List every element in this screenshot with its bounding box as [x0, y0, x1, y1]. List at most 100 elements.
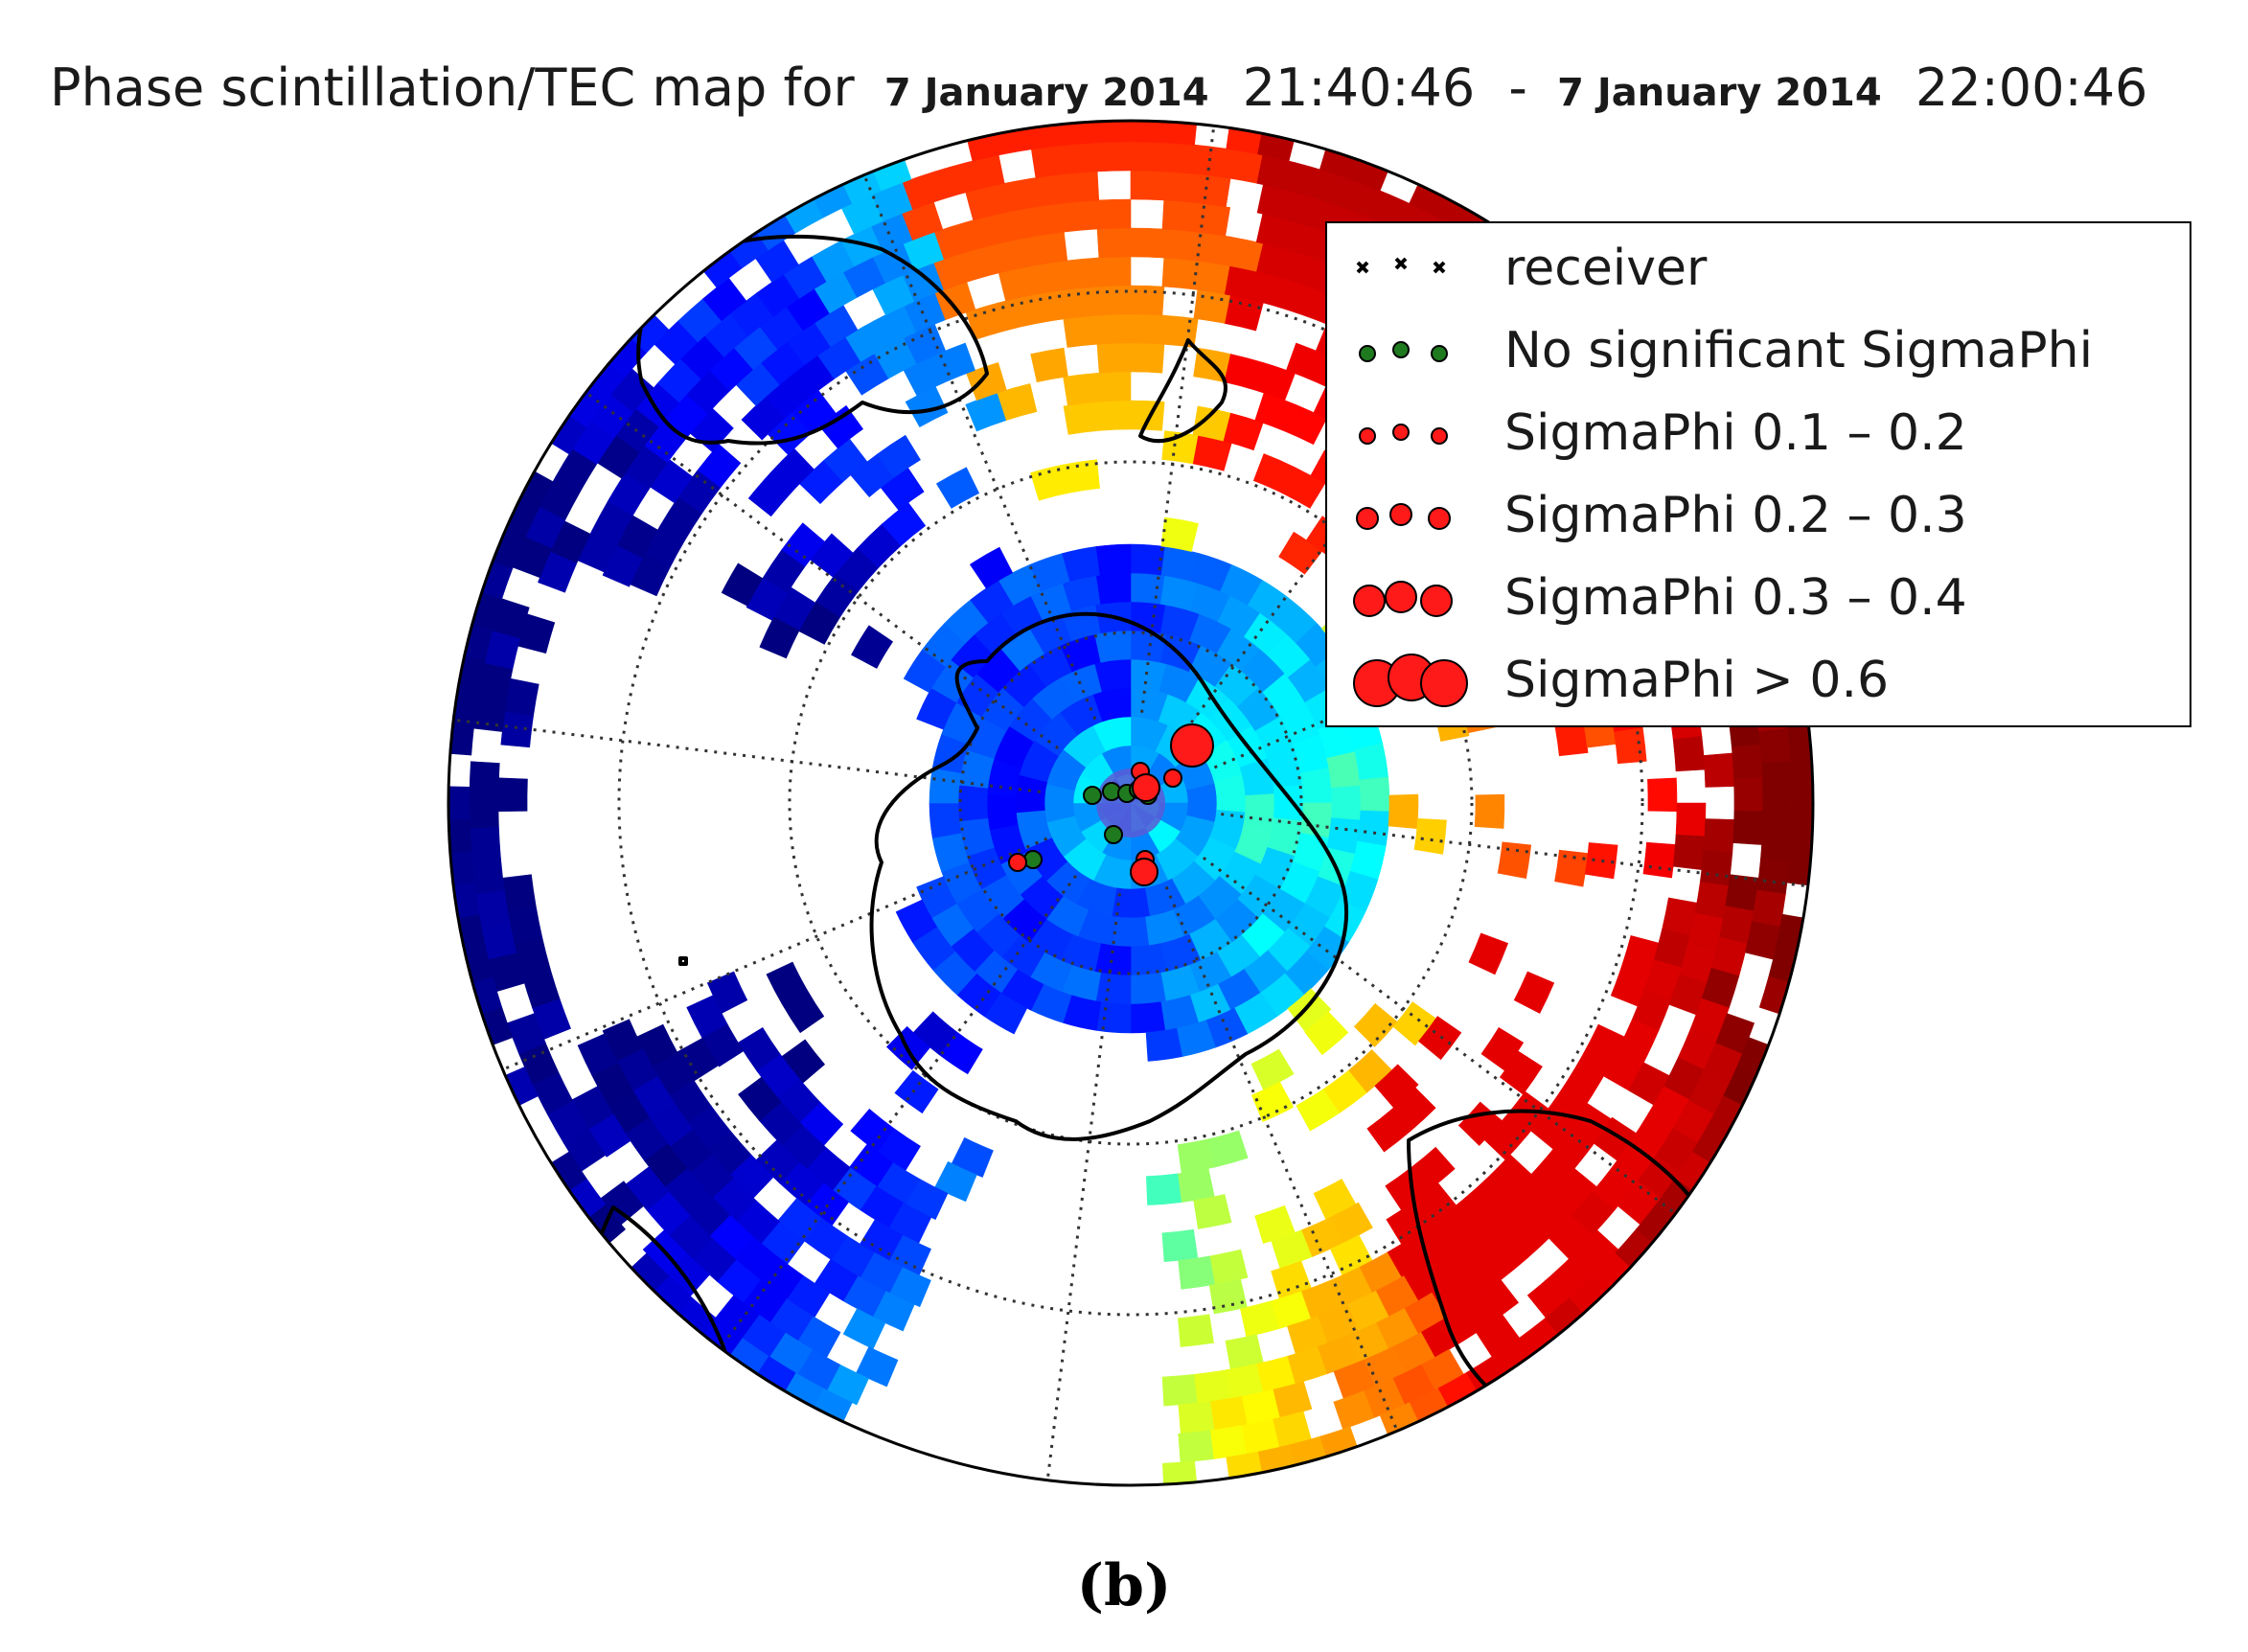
tec-cell	[500, 711, 534, 748]
tec-cell	[1095, 543, 1132, 576]
tec-cell	[577, 1033, 619, 1076]
red-dot-small-icon	[1359, 424, 1448, 445]
legend-item-sigmaphi-0.3-0.4: SigmaPhi 0.3 – 0.4	[1327, 557, 2190, 639]
tec-cell	[1178, 1401, 1215, 1434]
sigmaphi-0.3-0.4-point	[1132, 773, 1160, 802]
tec-cell	[998, 121, 1036, 155]
tec-cell	[471, 858, 505, 895]
tec-cell	[1161, 199, 1198, 232]
tec-cell	[1130, 572, 1166, 605]
red-dot-xlarge-icon	[1353, 654, 1468, 707]
tec-cell	[1642, 841, 1676, 879]
legend-item-sigmaphi-0.2-0.3: SigmaPhi 0.2 – 0.3	[1327, 474, 2190, 557]
tec-cell	[1304, 1011, 1349, 1056]
sigmaphi-0.1-0.2-point	[1008, 853, 1027, 872]
tec-cell	[470, 826, 501, 861]
tec-cell	[1789, 818, 1813, 854]
tec-cell	[1178, 1314, 1214, 1347]
tec-cell	[1096, 313, 1132, 345]
tec-cell	[1273, 784, 1304, 822]
meridian-line	[1213, 535, 1759, 769]
no-significant-point	[1104, 825, 1123, 844]
legend-label: SigmaPhi 0.2 – 0.3	[1504, 487, 1967, 544]
tec-cell	[473, 695, 508, 732]
tec-cell	[1225, 149, 1264, 184]
tec-cell	[1161, 142, 1198, 174]
red-dot-large-icon	[1353, 581, 1453, 617]
tec-cell	[1063, 373, 1100, 406]
title-end-date: 7 January 2014	[1557, 71, 1882, 115]
tec-cell	[1064, 257, 1100, 290]
tec-cell	[1296, 1089, 1341, 1132]
tec-cell	[1186, 783, 1218, 823]
tec-cell	[721, 562, 764, 607]
tec-cell	[1193, 1369, 1231, 1404]
tec-cell	[1758, 727, 1791, 764]
tec-cell	[1162, 121, 1198, 146]
meridian-line	[1045, 893, 1121, 1480]
tec-cell	[1130, 400, 1165, 431]
x-icon	[1356, 257, 1446, 274]
tec-cell	[1213, 774, 1247, 814]
no-significant-point	[1083, 786, 1102, 805]
tec-cell	[1161, 228, 1198, 262]
tec-cell	[969, 546, 1014, 589]
tec-cell	[1130, 313, 1165, 345]
legend-label: SigmaPhi 0.3 – 0.4	[1504, 569, 1967, 627]
legend-label: No significant SigmaPhi	[1504, 322, 2094, 379]
meridian-line	[502, 837, 1048, 1071]
tec-cell	[1096, 342, 1132, 374]
tec-cell	[1751, 889, 1786, 928]
legend-label: SigmaPhi > 0.6	[1504, 652, 1890, 709]
tec-cell	[894, 1069, 939, 1114]
meridian-line	[1202, 856, 1677, 1215]
tec-cell	[957, 784, 989, 822]
tec-cell	[1468, 932, 1509, 975]
tec-cell	[1112, 916, 1150, 948]
legend: receiver No significant SigmaPhi SigmaPh…	[1325, 221, 2191, 727]
tec-cell	[935, 467, 980, 509]
tec-cell	[1366, 1108, 1411, 1153]
tec-cell	[448, 786, 470, 820]
legend-item-sigmaphi-0.1-0.2: SigmaPhi 0.1 – 0.2	[1327, 392, 2190, 474]
tec-cell	[504, 677, 539, 717]
legend-label: receiver	[1504, 240, 1708, 297]
tec-cell	[1096, 227, 1132, 259]
tec-cell	[497, 777, 528, 813]
tec-cell	[1776, 913, 1812, 952]
tec-cell	[1357, 810, 1390, 847]
tec-cell	[1786, 850, 1813, 887]
tec-cell	[1064, 171, 1100, 203]
tec-cell	[1030, 347, 1068, 383]
legend-item-receiver: receiver	[1327, 227, 2190, 310]
tec-cell	[1474, 793, 1505, 829]
tec-cell	[1614, 727, 1647, 765]
tec-cell	[502, 874, 537, 912]
tec-cell	[1030, 173, 1067, 208]
meridian-line	[1140, 126, 1216, 713]
tec-cell	[1030, 121, 1067, 149]
tec-cell	[1761, 761, 1793, 796]
tec-cell	[1694, 882, 1730, 920]
red-dot-medium-icon	[1356, 503, 1451, 530]
tec-cell	[1096, 121, 1132, 144]
sigmaphi-0.1-0.2-point	[1163, 769, 1182, 788]
tec-cell	[1130, 972, 1166, 1005]
tec-cell	[895, 899, 938, 943]
tec-cell	[1063, 402, 1100, 435]
tec-cell	[1130, 1001, 1166, 1034]
tec-cell	[448, 686, 480, 724]
title-end-time: 22:00:46	[1915, 57, 2148, 118]
tec-cell	[929, 768, 962, 804]
tec-cell	[1791, 786, 1813, 820]
tec-cell	[877, 434, 921, 478]
tec-cell	[1388, 793, 1419, 829]
tec-cell	[448, 719, 475, 756]
tec-cell	[1162, 1460, 1198, 1485]
tec-cell	[1226, 1451, 1264, 1485]
tec-cell	[1063, 314, 1100, 348]
meridian-line	[1221, 813, 1808, 888]
tec-cell	[1731, 744, 1763, 780]
tec-cell	[448, 818, 472, 854]
tec-cell	[1243, 793, 1275, 831]
